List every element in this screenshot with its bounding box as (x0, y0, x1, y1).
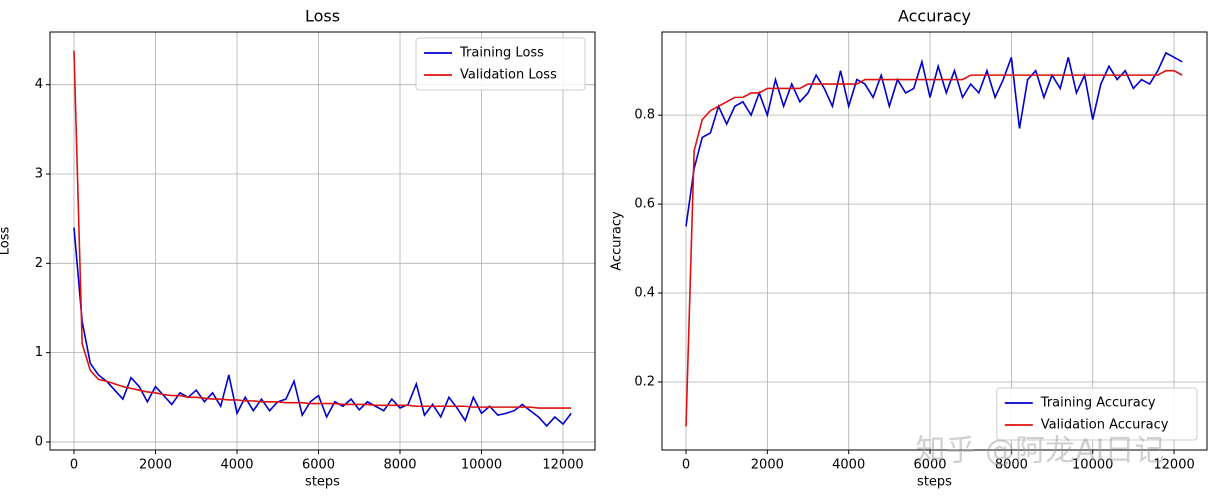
series-line (685, 69, 1183, 427)
x-tick-label: 10000 (1072, 458, 1113, 473)
y-tick-label: 0.4 (634, 286, 655, 301)
x-tick-label: 10000 (461, 458, 502, 473)
y-axis-label: Accuracy (610, 211, 625, 271)
x-tick-label: 6000 (913, 458, 946, 473)
chart-title: Loss (305, 7, 340, 26)
legend: Training Accuracy Validation Accuracy (996, 387, 1198, 441)
y-tick-label: 0.8 (634, 108, 655, 123)
x-tick-label: 8000 (383, 458, 416, 473)
x-axis-label: steps (305, 475, 340, 490)
x-tick-label: 0 (682, 458, 690, 473)
y-tick-label: 1 (35, 345, 43, 360)
plot-frame (49, 31, 596, 451)
y-tick-label: 2 (35, 256, 43, 271)
x-tick-label: 2000 (751, 458, 784, 473)
x-axis-label: steps (917, 475, 952, 490)
x-tick-label: 12000 (542, 458, 583, 473)
y-tick-label: 4 (35, 77, 43, 92)
legend-label: Validation Accuracy (1041, 418, 1169, 433)
x-tick-label: 6000 (302, 458, 335, 473)
legend-label: Training Loss (459, 46, 544, 61)
y-tick-label: 3 (35, 167, 43, 182)
legend-box (415, 37, 586, 91)
series-line (73, 50, 572, 409)
watermark: 知乎 @阿龙AI日记 (916, 434, 1165, 469)
y-axis-label: Loss (0, 227, 13, 256)
series-line (685, 51, 1183, 227)
legend-label: Training Accuracy (1040, 396, 1156, 411)
chart-title: Accuracy (898, 7, 971, 26)
plot-frame (661, 31, 1208, 451)
x-tick-label: 12000 (1153, 458, 1194, 473)
y-tick-label: 0 (35, 434, 43, 449)
x-tick-label: 8000 (995, 458, 1028, 473)
legend-box (996, 387, 1198, 441)
legend: Training Loss Validation Loss (415, 37, 586, 91)
y-tick-label: 0.6 (634, 197, 655, 212)
legend-label: Validation Loss (460, 68, 557, 83)
x-tick-label: 4000 (832, 458, 865, 473)
series-line (73, 227, 572, 428)
y-tick-label: 0.2 (634, 374, 655, 389)
x-tick-label: 4000 (220, 458, 253, 473)
x-tick-label: 2000 (139, 458, 172, 473)
x-tick-label: 0 (70, 458, 78, 473)
